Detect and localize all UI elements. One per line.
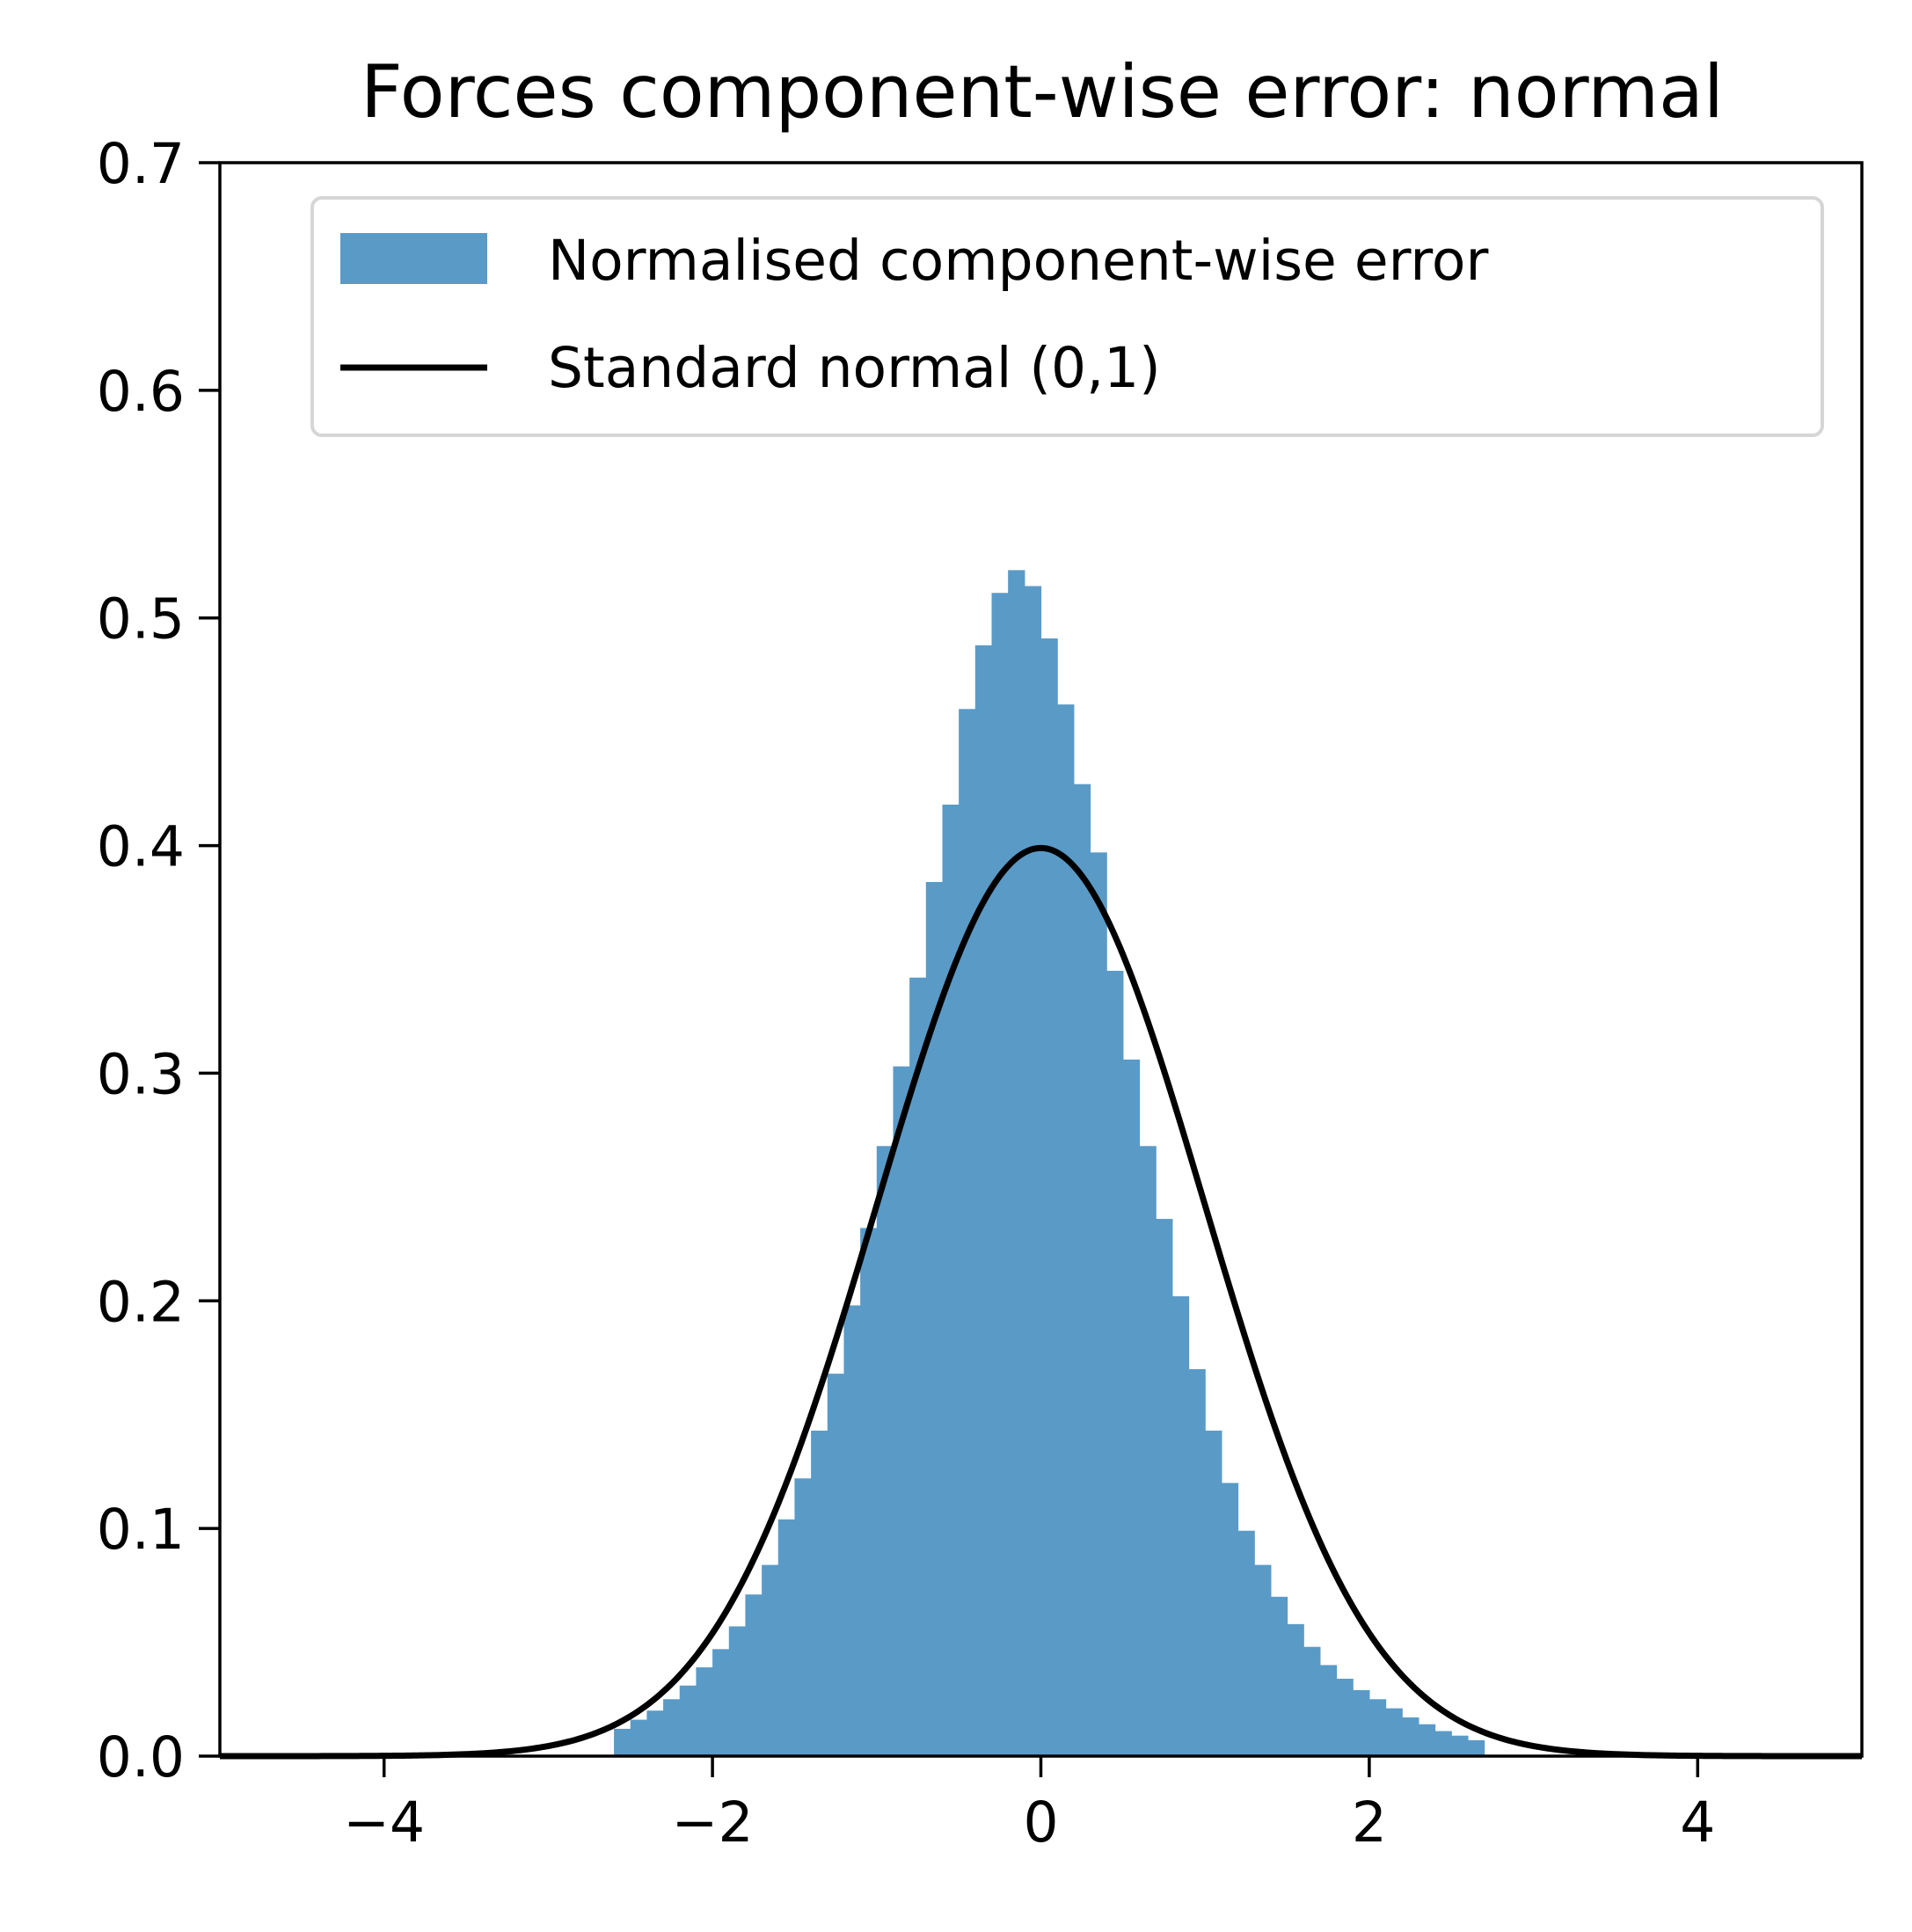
histogram-bar: [1221, 1483, 1239, 1756]
y-tick-label: 0.6: [97, 360, 185, 424]
x-tick-label: −2: [672, 1790, 754, 1855]
x-tick-label: 0: [1023, 1790, 1058, 1855]
histogram-bar: [1434, 1731, 1452, 1756]
chart-title: Forces component-wise error: normal: [361, 49, 1724, 135]
y-tick-label: 0.3: [97, 1042, 185, 1106]
histogram-bar: [1451, 1735, 1469, 1756]
histogram-bar: [1254, 1564, 1272, 1756]
histogram-bar: [696, 1667, 713, 1756]
y-tick-label: 0.2: [97, 1270, 185, 1334]
histogram-bar: [1156, 1219, 1173, 1756]
histogram-bar: [974, 645, 993, 1757]
x-tick-label: −4: [343, 1790, 425, 1855]
histogram-bar: [811, 1430, 828, 1756]
histogram-bar: [762, 1564, 779, 1756]
histogram-bar: [1171, 1296, 1190, 1756]
histogram-bar: [663, 1699, 681, 1756]
histogram-bar: [1303, 1646, 1321, 1756]
histogram-bar: [1336, 1678, 1354, 1756]
normal-curve: [220, 844, 1862, 1760]
histogram-bar: [614, 1728, 631, 1756]
y-tick-label: 0.0: [97, 1725, 185, 1790]
histogram-bar: [1467, 1739, 1485, 1756]
y-tick-label: 0.7: [97, 132, 185, 196]
histogram-bar: [728, 1626, 747, 1756]
histogram-bar: [1139, 1146, 1157, 1756]
histogram-bar: [827, 1374, 845, 1756]
legend-label-curve: Standard normal (0,1): [548, 336, 1161, 400]
histogram-bar: [679, 1685, 697, 1756]
histogram-bar: [1287, 1623, 1304, 1756]
y-axis-ticks: 0.0 0.1 0.2 0.3 0.4 0.5 0.6 0.7: [97, 132, 220, 1790]
histogram-bar: [1090, 852, 1107, 1756]
histogram-bar: [1057, 704, 1075, 1756]
histogram-bar: [925, 881, 944, 1756]
histogram-bar: [630, 1719, 648, 1756]
histogram-bar: [876, 1146, 894, 1756]
histogram-bar: [1368, 1699, 1387, 1756]
legend-frame: [310, 196, 1824, 437]
y-tick-label: 0.4: [97, 815, 185, 879]
histogram-bar: [860, 1228, 878, 1756]
histogram-bar: [1122, 1059, 1141, 1756]
histogram-bar: [1270, 1596, 1288, 1756]
histogram-bar: [1402, 1717, 1419, 1756]
histogram-bar: [777, 1519, 796, 1756]
histogram-bar: [1073, 784, 1091, 1757]
histogram-bar: [1205, 1430, 1222, 1756]
histogram-bar: [1024, 586, 1042, 1756]
histogram-bar: [893, 1066, 910, 1756]
histogram-bar: [1237, 1530, 1255, 1756]
histogram-bar: [1385, 1708, 1403, 1756]
histogram-bar: [712, 1649, 730, 1756]
histogram-bar: [794, 1478, 812, 1756]
histogram-bar: [959, 709, 976, 1757]
histogram-bar: [1040, 638, 1058, 1756]
histogram-bars: [614, 570, 1485, 1757]
histogram-bar: [909, 977, 927, 1756]
x-tick-label: 2: [1352, 1790, 1387, 1855]
histogram-bar: [942, 804, 960, 1756]
histogram-bar: [1418, 1724, 1436, 1756]
histogram-bar: [1188, 1368, 1206, 1756]
histogram-bar: [1319, 1665, 1338, 1756]
histogram-bar: [646, 1710, 664, 1756]
y-tick-label: 0.5: [97, 587, 185, 652]
histogram-bar: [843, 1305, 861, 1756]
legend: Normalised component-wise error Standard…: [310, 196, 1824, 437]
legend-histogram-swatch: [340, 233, 487, 284]
x-tick-label: 4: [1680, 1790, 1715, 1855]
histogram-bar: [745, 1594, 763, 1756]
histogram-bar: [1353, 1689, 1370, 1756]
y-tick-label: 0.1: [97, 1498, 185, 1562]
histogram-bar: [1106, 970, 1124, 1756]
histogram-bar: [991, 593, 1009, 1756]
x-axis-ticks: −4 −2 0 2 4: [343, 1756, 1715, 1855]
histogram-bar: [1008, 570, 1025, 1757]
legend-label-histogram: Normalised component-wise error: [548, 229, 1488, 293]
